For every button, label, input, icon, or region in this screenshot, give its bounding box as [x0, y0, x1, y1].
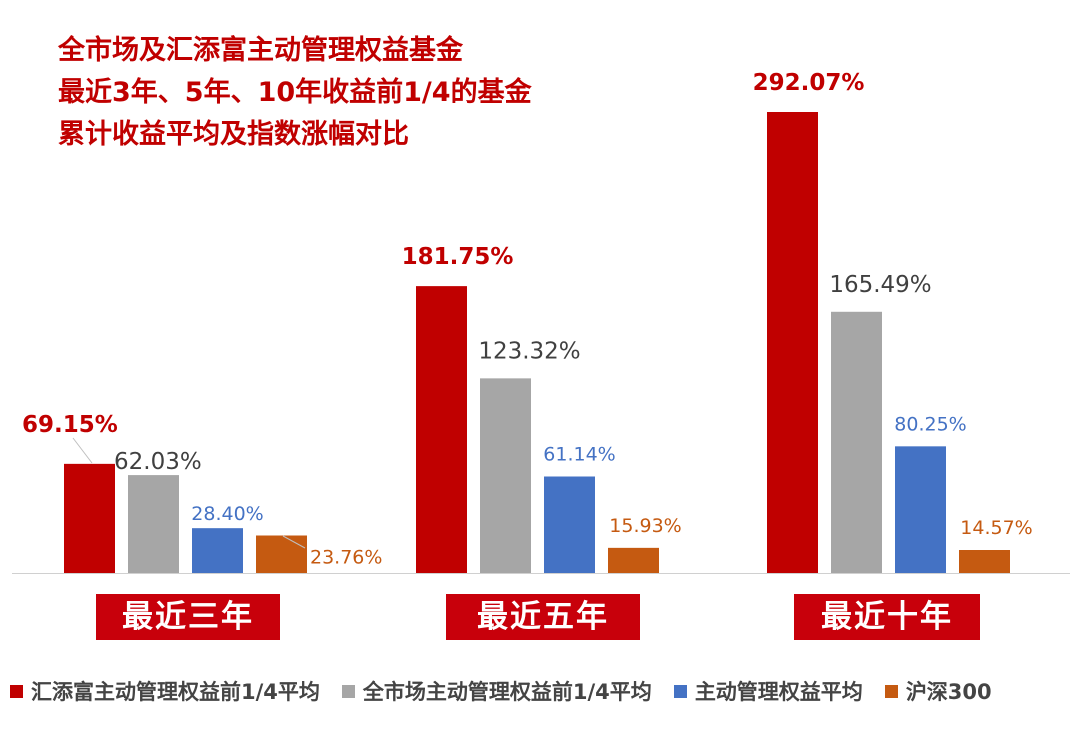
bar-2-4	[608, 547, 659, 573]
legend-label: 沪深300	[905, 680, 992, 704]
title-line-2: 最近3年、5年、10年收益前1/4的基金	[58, 77, 532, 108]
legend-swatch	[10, 684, 23, 698]
legend: 汇添富主动管理权益前1/4平均 全市场主动管理权益前1/4平均 主动管理权益平均…	[10, 676, 992, 706]
bar-1-2	[128, 475, 179, 573]
bar-2-2	[480, 378, 531, 573]
bar-3-2	[831, 311, 882, 573]
legend-swatch	[884, 684, 898, 698]
legend-item-active-avg: 主动管理权益平均	[673, 676, 863, 706]
data-label-3-4: 14.57%	[960, 517, 1032, 539]
legend-item-htf-top: 汇添富主动管理权益前1/4平均	[10, 676, 320, 706]
bar-chart: 69.15% 62.03% 28.40% 23.76% 181.75% 123.32% 61…	[12, 70, 1070, 574]
legend-label: 全市场主动管理权益前1/4平均	[362, 680, 652, 704]
legend-label: 汇添富主动管理权益前1/4平均	[31, 680, 320, 704]
data-label-2-1: 181.75%	[402, 244, 514, 270]
title-line-1: 全市场及汇添富主动管理权益基金	[58, 35, 463, 66]
data-label-3-2: 165.49%	[829, 272, 931, 298]
data-label-1-1: 69.15%	[22, 412, 118, 438]
data-label-3-1: 292.07%	[753, 70, 865, 96]
chart-title: 全市场及汇添富主动管理权益基金 最近3年、5年、10年收益前1/4的基金 累计收…	[58, 30, 532, 156]
legend-item-hs300: 沪深300	[884, 676, 992, 706]
label-leader-line-1	[72, 437, 93, 464]
category-label-10y: 最近十年	[794, 594, 980, 640]
bar-2-1	[416, 286, 467, 573]
data-label-1-3: 28.40%	[191, 503, 263, 525]
legend-label: 主动管理权益平均	[694, 680, 863, 704]
legend-item-market-top: 全市场主动管理权益前1/4平均	[341, 676, 652, 706]
data-label-2-2: 123.32%	[478, 338, 580, 364]
legend-swatch	[341, 684, 355, 698]
data-label-1-2: 62.03%	[114, 449, 202, 475]
bar-1-3	[192, 528, 243, 573]
title-line-3: 累计收益平均及指数涨幅对比	[58, 119, 409, 150]
bar-3-3	[895, 446, 946, 573]
legend-swatch	[673, 684, 687, 698]
category-label-3y: 最近三年	[96, 594, 280, 640]
bar-1-1	[64, 463, 115, 573]
data-label-2-3: 61.14%	[543, 443, 615, 465]
bar-2-3	[544, 476, 595, 573]
data-label-2-4: 15.93%	[609, 515, 681, 537]
data-label-1-4: 23.76%	[310, 546, 382, 568]
category-label-5y: 最近五年	[446, 594, 640, 640]
bar-3-4	[959, 550, 1010, 573]
label-leader-line-2	[282, 535, 306, 549]
bar-1-4	[256, 535, 307, 573]
bar-3-1	[767, 112, 818, 573]
data-label-3-3: 80.25%	[894, 413, 966, 435]
